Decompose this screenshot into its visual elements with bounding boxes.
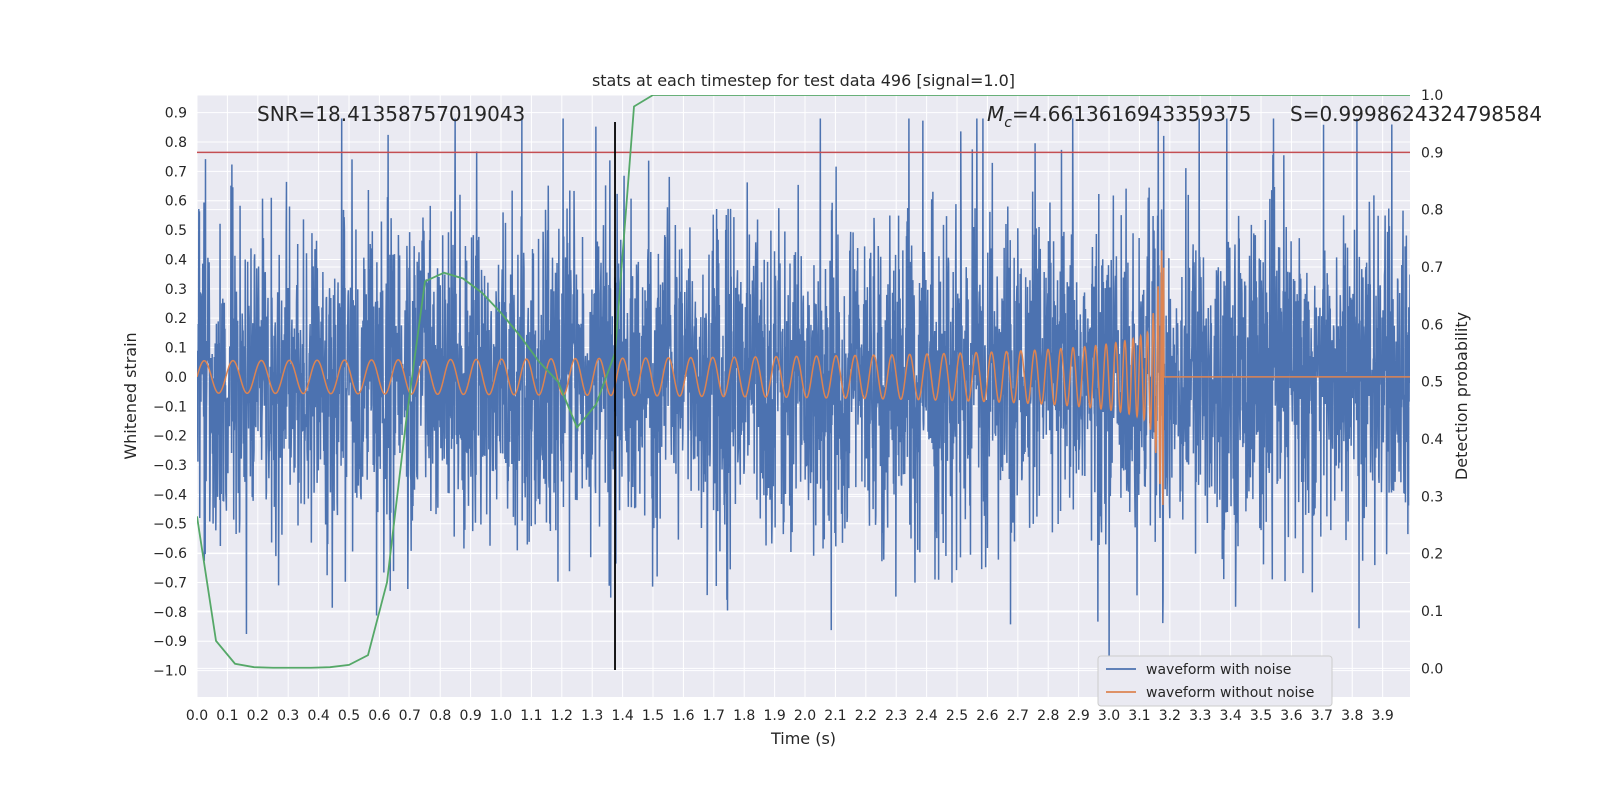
y-right-tick-label: 0.5: [1421, 375, 1443, 391]
series-layer: [197, 95, 1410, 671]
x-tick-label: 1.3: [581, 708, 603, 724]
x-tick-label: 2.2: [855, 708, 877, 724]
x-tick-label: 1.7: [703, 708, 725, 724]
y-right-tick-label: 0.1: [1421, 604, 1443, 620]
y-left-tick-label: −1.0: [153, 664, 187, 680]
x-tick-label: 0.9: [459, 708, 481, 724]
x-tick-label: 3.9: [1372, 708, 1394, 724]
y-left-tick-label: 0.3: [165, 282, 187, 298]
x-tick-label: 1.2: [551, 708, 573, 724]
detection-probability-line: [197, 95, 1410, 669]
y-left-tick-label: −0.3: [153, 458, 187, 474]
y-right-tick-labels: 1.0 0.9 0.8 0.7 0.6 0.5 0.4 0.3 0.2 0.1 0.0: [1421, 88, 1443, 677]
y-left-tick-label: 0.0: [165, 370, 187, 386]
x-tick-label: 0.2: [247, 708, 269, 724]
x-tick-label: 2.0: [794, 708, 816, 724]
x-axis-label: Time (s): [770, 729, 836, 748]
x-tick-label: 2.9: [1067, 708, 1089, 724]
y-left-tick-label: 0.6: [165, 194, 187, 210]
x-tick-label: 2.1: [824, 708, 846, 724]
x-tick-label: 1.6: [672, 708, 694, 724]
x-tick-label: 3.6: [1280, 708, 1302, 724]
y-left-tick-label: 0.4: [165, 252, 187, 268]
x-tick-label: 0.7: [399, 708, 421, 724]
x-tick-label: 2.3: [885, 708, 907, 724]
x-tick-labels: 0.0 0.1 0.2 0.3 0.4 0.5 0.6 0.7 0.8 0.9 1.0 1.1 1.2 1…: [186, 708, 1394, 724]
x-tick-label: 1.1: [520, 708, 542, 724]
y-left-tick-label: −0.2: [153, 429, 187, 445]
x-tick-label: 1.5: [642, 708, 664, 724]
chirp-mass-annotation: Mc=4.6613616943359375: [987, 102, 1251, 131]
legend-label-noise: waveform with noise: [1146, 662, 1291, 678]
y-left-tick-label: 0.1: [165, 341, 187, 357]
x-tick-label: 3.2: [1159, 708, 1181, 724]
x-tick-label: 2.4: [915, 708, 937, 724]
y-right-tick-label: 0.0: [1421, 661, 1443, 677]
x-tick-label: 1.0: [490, 708, 512, 724]
x-tick-label: 0.0: [186, 708, 208, 724]
y-right-tick-label: 0.3: [1421, 489, 1443, 505]
x-tick-label: 3.0: [1098, 708, 1120, 724]
legend: waveform with noise waveform without noi…: [1097, 655, 1333, 707]
legend-box: [1097, 655, 1333, 707]
x-tick-label: 3.8: [1341, 708, 1363, 724]
y-right-tick-label: 1.0: [1421, 88, 1443, 104]
y-right-tick-label: 0.7: [1421, 260, 1443, 276]
y-left-tick-label: 0.5: [165, 223, 187, 239]
x-tick-label: 3.1: [1128, 708, 1150, 724]
x-tick-label: 2.8: [1037, 708, 1059, 724]
y-left-tick-label: −0.1: [153, 399, 187, 415]
y-left-tick-label: −0.9: [153, 634, 187, 650]
y-right-tick-label: 0.2: [1421, 547, 1443, 563]
score-annotation: S=0.9998624324798584: [1290, 102, 1542, 126]
y-left-tick-label: −0.8: [153, 605, 187, 621]
y-left-tick-label: −0.4: [153, 487, 187, 503]
x-tick-label: 0.4: [307, 708, 329, 724]
y-left-tick-label: 0.9: [165, 106, 187, 122]
y-left-tick-label: 0.2: [165, 311, 187, 327]
snr-annotation: SNR=18.41358757019043: [257, 102, 525, 126]
x-tick-label: 2.6: [976, 708, 998, 724]
y-left-axis-label: Whitened strain: [121, 332, 140, 459]
waveform-with-noise-line: [197, 118, 1410, 671]
x-tick-label: 0.1: [216, 708, 238, 724]
legend-label-clean: waveform without noise: [1146, 685, 1314, 701]
y-left-tick-label: 0.7: [165, 164, 187, 180]
x-tick-label: 0.5: [338, 708, 360, 724]
y-right-tick-label: 0.8: [1421, 203, 1443, 219]
y-left-tick-label: 0.8: [165, 135, 187, 151]
y-right-tick-label: 0.6: [1421, 317, 1443, 333]
waveform-without-noise-line: [197, 250, 1410, 505]
y-left-tick-label: −0.7: [153, 575, 187, 591]
x-tick-label: 1.8: [733, 708, 755, 724]
x-tick-label: 2.7: [1007, 708, 1029, 724]
x-tick-label: 0.6: [368, 708, 390, 724]
x-tick-label: 0.8: [429, 708, 451, 724]
y-right-tick-label: 0.4: [1421, 432, 1443, 448]
x-tick-label: 3.3: [1189, 708, 1211, 724]
x-tick-label: 2.5: [946, 708, 968, 724]
x-tick-label: 0.3: [277, 708, 299, 724]
y-right-tick-label: 0.9: [1421, 145, 1443, 161]
x-tick-label: 3.7: [1311, 708, 1333, 724]
x-tick-label: 1.4: [611, 708, 633, 724]
y-left-tick-label: −0.6: [153, 546, 187, 562]
x-tick-label: 1.9: [763, 708, 785, 724]
x-tick-label: 3.4: [1220, 708, 1242, 724]
y-right-axis-label: Detection probability: [1452, 312, 1471, 480]
y-left-tick-label: −0.5: [153, 517, 187, 533]
x-tick-label: 3.5: [1250, 708, 1272, 724]
chart-title: stats at each timestep for test data 496…: [592, 71, 1015, 90]
y-left-tick-labels: 0.9 0.8 0.7 0.6 0.5 0.4 0.3 0.2 0.1 0.0 −0.1 −0.2 −0…: [153, 106, 187, 680]
